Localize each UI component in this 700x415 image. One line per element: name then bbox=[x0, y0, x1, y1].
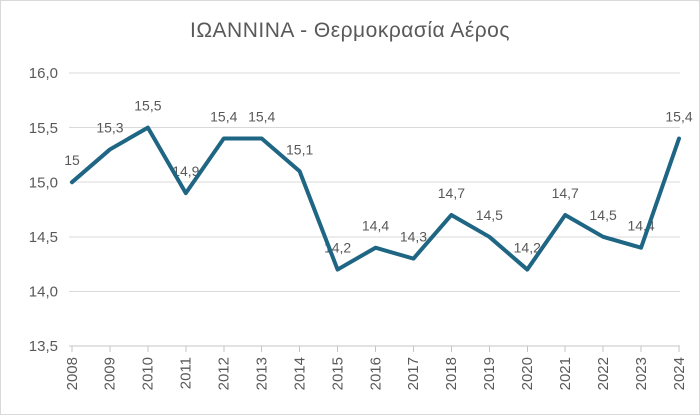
x-axis-tick-label: 2016 bbox=[367, 357, 384, 390]
data-label: 14,5 bbox=[590, 207, 617, 223]
chart-title: ΙΩΑΝΝΙΝΑ - Θερμοκρασία Αέρος bbox=[190, 19, 510, 42]
data-label: 14,3 bbox=[400, 229, 427, 245]
y-axis-tick-label: 15,5 bbox=[29, 120, 58, 137]
data-label: 14,2 bbox=[514, 240, 541, 256]
data-label: 14,9 bbox=[172, 163, 199, 179]
x-axis-tick-label: 2017 bbox=[405, 357, 422, 390]
data-label: 15,4 bbox=[210, 109, 237, 125]
x-axis-tick-label: 2015 bbox=[329, 357, 346, 390]
y-axis-tick-label: 16,0 bbox=[29, 65, 58, 82]
temperature-series-line bbox=[70, 125, 681, 272]
y-axis-tick-label: 13,5 bbox=[29, 338, 58, 355]
x-axis-tick-label: 2023 bbox=[633, 357, 650, 390]
data-label: 14,7 bbox=[438, 185, 465, 201]
data-label: 15,3 bbox=[96, 119, 123, 135]
x-axis-tick-label: 2022 bbox=[595, 357, 612, 390]
x-axis-tick-label: 2019 bbox=[481, 357, 498, 390]
x-axis-tick-label: 2014 bbox=[291, 357, 308, 390]
y-axis-tick-label: 14,5 bbox=[29, 229, 58, 246]
y-axis-tick-label: 15,0 bbox=[29, 174, 58, 191]
data-label: 15,5 bbox=[134, 98, 161, 114]
data-label: 15,4 bbox=[248, 109, 275, 125]
x-axis-tick-label: 2012 bbox=[216, 357, 233, 390]
data-label: 14,7 bbox=[552, 185, 579, 201]
data-label: 14,4 bbox=[362, 218, 389, 234]
x-axis-tick-label: 2013 bbox=[253, 357, 270, 390]
x-axis-tick-label: 2021 bbox=[557, 357, 574, 390]
x-axis-tick-label: 2011 bbox=[178, 357, 195, 389]
x-axis-tick-label: 2018 bbox=[443, 357, 460, 390]
x-axis-tick-label: 2008 bbox=[64, 357, 81, 390]
data-label: 15 bbox=[64, 152, 80, 168]
data-label: 15,1 bbox=[286, 141, 313, 157]
data-label: 15,4 bbox=[665, 109, 692, 125]
data-label: 14,5 bbox=[476, 207, 503, 223]
x-axis-tick-label: 2020 bbox=[519, 357, 536, 390]
x-axis-tick-label: 2010 bbox=[140, 357, 157, 390]
x-axis-tick-label: 2024 bbox=[671, 357, 688, 390]
y-axis-tick-label: 14,0 bbox=[29, 284, 58, 301]
x-axis-tick-label: 2009 bbox=[102, 357, 119, 390]
